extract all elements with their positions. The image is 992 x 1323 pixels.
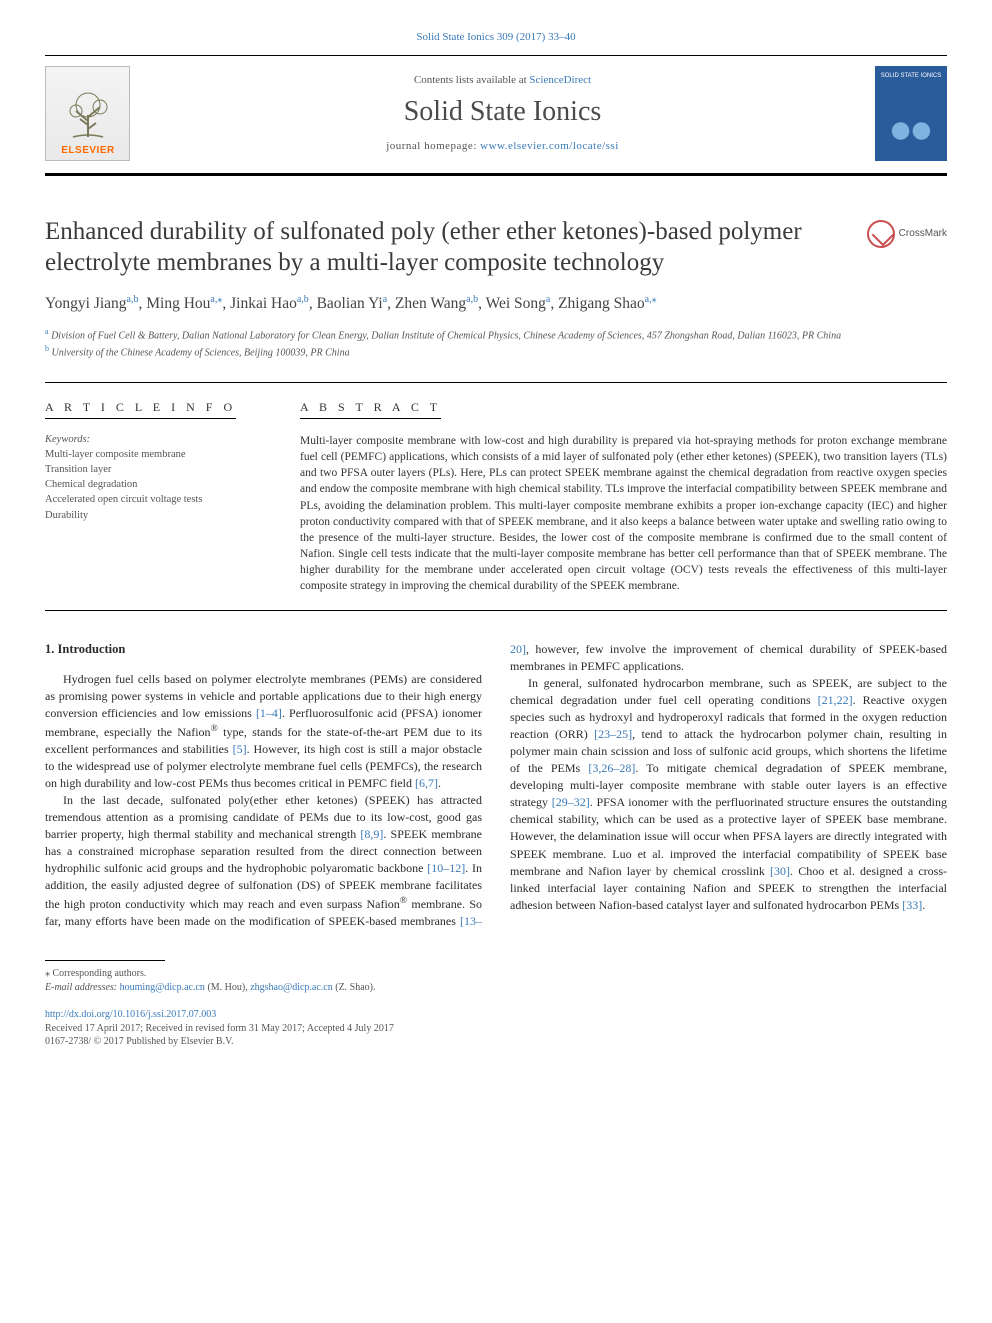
email-line: E-mail addresses: houming@dicp.ac.cn (M.… [45, 981, 947, 995]
intro-paragraph: Hydrogen fuel cells based on polymer ele… [45, 671, 482, 792]
affiliation-a: a Division of Fuel Cell & Battery, Dalia… [45, 326, 947, 343]
corr-email-who: (M. Hou) [207, 982, 245, 993]
affil-text: University of the Chinese Academy of Sci… [52, 347, 350, 358]
crossmark-badge[interactable]: CrossMark [867, 220, 947, 248]
affiliations: a Division of Fuel Cell & Battery, Dalia… [45, 326, 947, 361]
body-text: 1. Introduction Hydrogen fuel cells base… [45, 641, 947, 930]
article-title: Enhanced durability of sulfonated poly (… [45, 216, 847, 279]
affil-text: Division of Fuel Cell & Battery, Dalian … [51, 330, 841, 341]
journal-homepage-line: journal homepage: www.elsevier.com/locat… [145, 139, 860, 154]
journal-cover-thumb: SOLID STATE IONICS [875, 66, 947, 161]
journal-banner: ELSEVIER Contents lists available at Sci… [45, 55, 947, 176]
section-heading-introduction: 1. Introduction [45, 641, 482, 659]
corresponding-author-note: ⁎ Corresponding authors. E-mail addresse… [45, 967, 947, 994]
svg-text:ELSEVIER: ELSEVIER [61, 145, 115, 156]
corr-email-link[interactable]: zhgshao@dicp.ac.cn [250, 982, 333, 993]
intro-paragraph: In general, sulfonated hydrocarbon membr… [510, 675, 947, 913]
crossmark-label: CrossMark [899, 227, 947, 241]
journal-title: Solid State Ionics [145, 93, 860, 131]
contents-prefix: Contents lists available at [414, 74, 529, 86]
affiliation-b: b University of the Chinese Academy of S… [45, 343, 947, 360]
keyword: Durability [45, 508, 270, 523]
sciencedirect-link[interactable]: ScienceDirect [529, 74, 591, 86]
article-info-heading: A R T I C L E I N F O [45, 399, 236, 418]
abstract-heading: A B S T R A C T [300, 399, 441, 419]
journal-homepage-link[interactable]: www.elsevier.com/locate/ssi [480, 140, 619, 152]
corr-email-who: (Z. Shao). [335, 982, 375, 993]
elsevier-wordmark-icon: ELSEVIER [48, 142, 128, 156]
doi-link[interactable]: http://dx.doi.org/10.1016/j.ssi.2017.07.… [45, 1009, 216, 1020]
contents-available-line: Contents lists available at ScienceDirec… [145, 73, 860, 88]
affil-key: a [45, 327, 49, 336]
cover-title: SOLID STATE IONICS [875, 66, 947, 80]
footnote-separator [45, 960, 165, 961]
affil-key: b [45, 344, 49, 353]
doi-block: http://dx.doi.org/10.1016/j.ssi.2017.07.… [45, 1008, 947, 1049]
article-info-column: A R T I C L E I N F O Keywords: Multi-la… [45, 399, 270, 594]
banner-center: Contents lists available at ScienceDirec… [145, 73, 860, 154]
abstract-text: Multi-layer composite membrane with low-… [300, 433, 947, 594]
keywords-label: Keywords: [45, 433, 270, 447]
keyword: Multi-layer composite membrane [45, 447, 270, 462]
copyright-line: 0167-2738/ © 2017 Published by Elsevier … [45, 1036, 234, 1047]
keyword: Accelerated open circuit voltage tests [45, 492, 270, 507]
homepage-prefix: journal homepage: [386, 140, 480, 152]
email-label: E-mail addresses: [45, 982, 117, 993]
author-list: Yongyi Jianga,b, Ming Houa,⁎, Jinkai Hao… [45, 292, 947, 315]
article-history: Received 17 April 2017; Received in revi… [45, 1023, 394, 1034]
cover-graphic-icon [885, 111, 937, 151]
corr-label: ⁎ Corresponding authors. [45, 967, 947, 981]
elsevier-tree-icon [58, 87, 118, 142]
keyword: Transition layer [45, 462, 270, 477]
corr-email-link[interactable]: houming@dicp.ac.cn [120, 982, 205, 993]
journal-reference: Solid State Ionics 309 (2017) 33–40 [45, 30, 947, 45]
keywords-list: Multi-layer composite membrane Transitio… [45, 447, 270, 523]
keyword: Chemical degradation [45, 477, 270, 492]
crossmark-icon [867, 220, 895, 248]
elsevier-logo: ELSEVIER [45, 66, 130, 161]
abstract-column: A B S T R A C T Multi-layer composite me… [300, 399, 947, 594]
